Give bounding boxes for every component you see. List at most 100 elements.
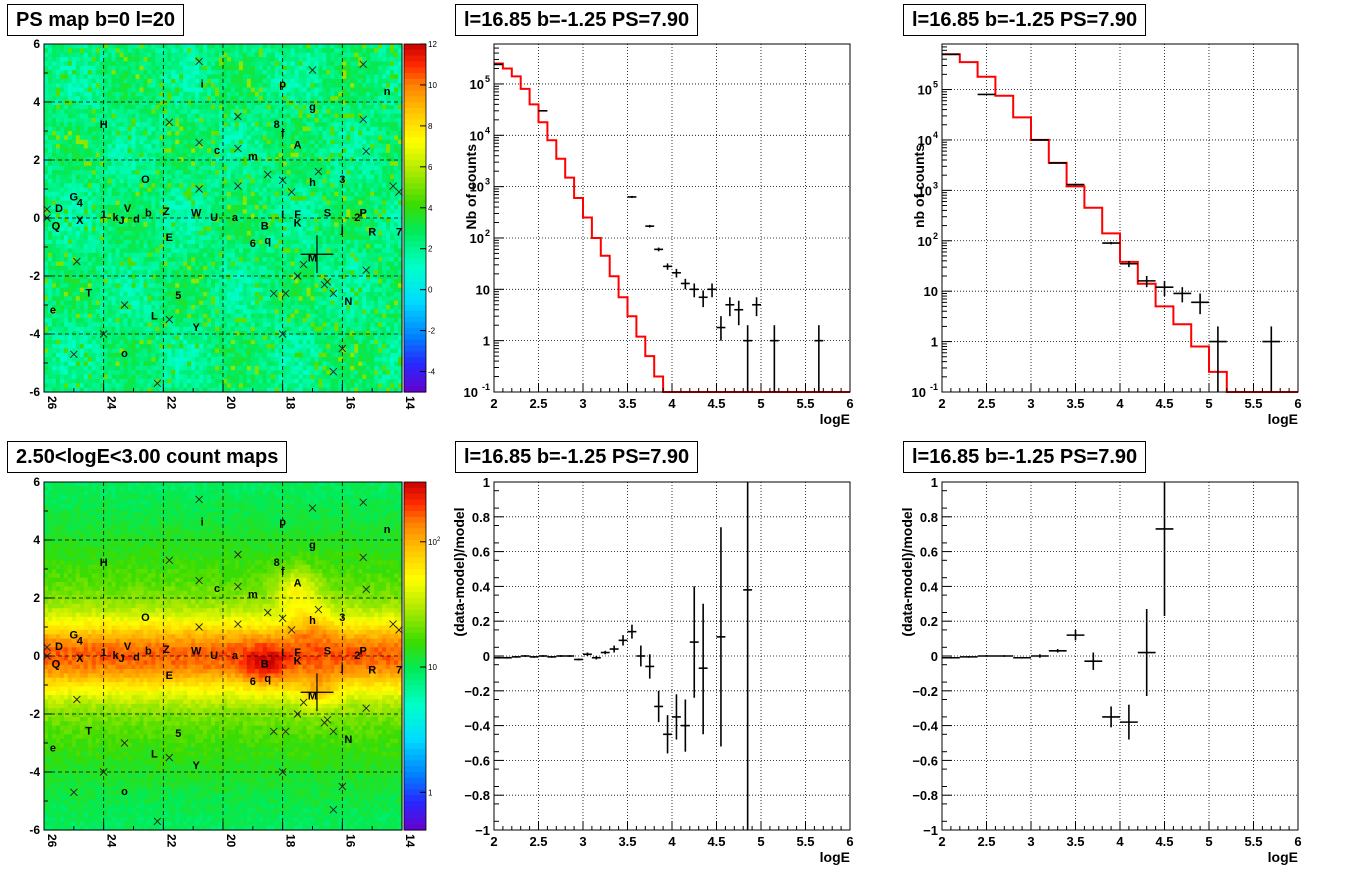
heatmap-cell: [111, 78, 117, 84]
heatmap-cell: [270, 218, 276, 223]
heatmap-cell: [163, 300, 168, 306]
heatmap-cell: [63, 291, 69, 297]
heatmap-cell: [143, 261, 149, 267]
heatmap-cell: [179, 331, 184, 337]
heatmap-cell: [258, 374, 264, 380]
heatmap-cell: [55, 248, 61, 254]
heatmap-cell: [51, 313, 57, 319]
heatmap-cell: [266, 52, 272, 58]
heatmap-cell: [238, 361, 244, 367]
heatmap-cell: [55, 209, 61, 215]
heatmap-cell: [187, 270, 192, 276]
heatmap-cell: [159, 83, 164, 89]
heatmap-cell: [250, 196, 256, 202]
heatmap-cell: [187, 165, 192, 171]
heatmap-cell: [139, 83, 145, 89]
heatmap-cell: [282, 87, 288, 93]
heatmap-cell: [171, 313, 176, 319]
heatmap-cell: [139, 178, 145, 184]
heatmap-cell: [95, 331, 101, 337]
heatmap-cell: [71, 204, 77, 210]
heatmap-cell: [179, 218, 184, 223]
heatmap-cell: [131, 117, 137, 123]
heatmap-cell: [127, 257, 133, 263]
heatmap-cell: [207, 170, 212, 176]
heatmap-cell: [163, 209, 168, 215]
heatmap-cell: [282, 161, 288, 167]
heatmap-cell: [111, 183, 117, 189]
heatmap-cell: [230, 139, 236, 145]
heatmap-cell: [63, 296, 69, 302]
heatmap-cell: [203, 152, 208, 158]
heatmap-cell: [71, 148, 77, 154]
heatmap-cell: [55, 270, 61, 276]
heatmap-cell: [270, 44, 276, 49]
heatmap-cell: [262, 335, 268, 341]
heatmap-cell: [234, 117, 240, 123]
heatmap-cell: [135, 126, 141, 132]
heatmap-cell: [159, 331, 164, 337]
heatmap-cell: [83, 87, 89, 93]
heatmap-cell: [246, 187, 252, 193]
heatmap-cell: [278, 196, 284, 202]
heatmap-cell: [87, 344, 93, 350]
heatmap-cell: [286, 200, 292, 206]
heatmap-cell: [115, 374, 121, 380]
heatmap-cell: [238, 378, 244, 384]
heatmap-cell: [95, 83, 101, 89]
heatmap-cell: [71, 61, 77, 67]
heatmap-cell: [278, 178, 284, 184]
heatmap-cell: [230, 117, 236, 123]
heatmap-cell: [191, 231, 196, 236]
heatmap-cell: [111, 100, 117, 106]
heatmap-cell: [91, 218, 97, 223]
heatmap-cell: [207, 152, 212, 158]
heatmap-cell: [258, 65, 264, 71]
heatmap-cell: [107, 300, 113, 306]
heatmap-cell: [183, 326, 188, 332]
heatmap-cell: [230, 352, 236, 358]
heatmap-cell: [290, 117, 296, 123]
heatmap-cell: [51, 278, 57, 284]
heatmap-cell: [238, 331, 244, 337]
heatmap-cell: [195, 196, 200, 202]
heatmap-cell: [163, 126, 168, 132]
heatmap-cell: [44, 352, 49, 358]
heatmap-cell: [171, 274, 176, 280]
heatmap-cell: [87, 248, 93, 254]
heatmap-cell: [211, 170, 216, 176]
heatmap-cell: [179, 291, 184, 297]
heatmap-cell: [111, 261, 117, 267]
heatmap-cell: [246, 313, 252, 319]
heatmap-cell: [266, 109, 272, 115]
heatmap-cell: [135, 270, 141, 276]
heatmap-cell: [95, 252, 101, 258]
heatmap-cell: [99, 78, 105, 84]
heatmap-cell: [183, 122, 188, 128]
heatmap-cell: [59, 91, 65, 97]
heatmap-cell: [79, 204, 85, 210]
heatmap-cell: [258, 296, 264, 302]
heatmap-cell: [195, 65, 200, 71]
heatmap-cell: [135, 109, 141, 115]
heatmap-cell: [59, 100, 65, 106]
heatmap-cell: [115, 357, 121, 363]
heatmap-cell: [254, 131, 260, 136]
heatmap-cell: [67, 222, 73, 228]
heatmap-cell: [250, 78, 256, 84]
heatmap-cell: [238, 270, 244, 276]
heatmap-cell: [187, 370, 192, 376]
heatmap-cell: [167, 83, 172, 89]
heatmap-cell: [67, 313, 73, 319]
heatmap-cell: [254, 52, 260, 58]
heatmap-cell: [71, 270, 77, 276]
heatmap-cell: [63, 257, 69, 263]
heatmap-cell: [183, 257, 188, 263]
heatmap-cell: [183, 165, 188, 171]
heatmap-cell: [230, 213, 236, 219]
heatmap-cell: [274, 300, 280, 306]
heatmap-cell: [183, 113, 188, 119]
heatmap-cell: [75, 352, 81, 358]
heatmap-cell: [139, 331, 145, 337]
heatmap-cell: [187, 265, 192, 271]
